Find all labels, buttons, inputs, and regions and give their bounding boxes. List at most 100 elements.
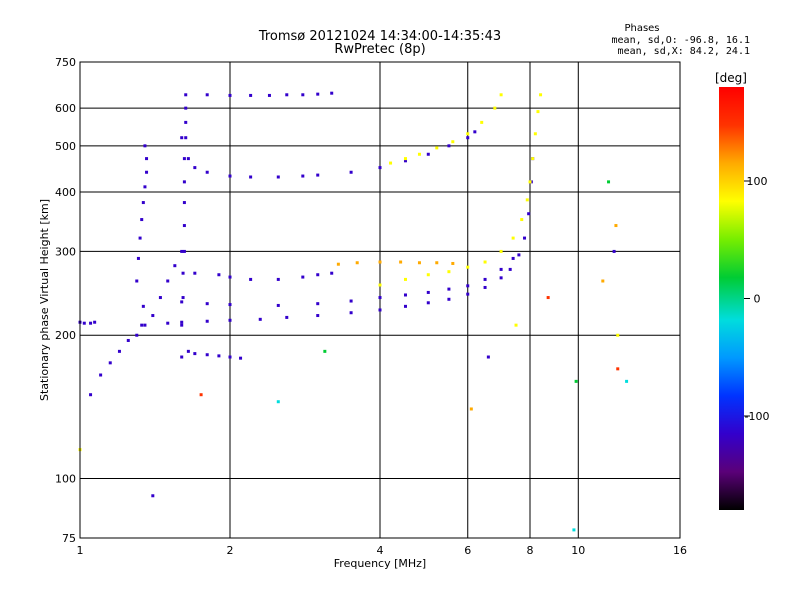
echo-point-scattered-echoes <box>323 349 327 353</box>
echo-point-f2-x-trace <box>531 157 535 161</box>
echo-point-f2-o-trace-upper <box>349 299 353 303</box>
echo-point-multihop-band-260-280-km <box>228 275 232 279</box>
echo-point-low-spread <box>217 354 221 358</box>
echo-point-second-hop <box>473 130 477 134</box>
y-tick-label: 400 <box>55 186 76 199</box>
echo-point-f2-o-trace-upper <box>447 287 451 291</box>
echo-point-spread-f-column-2 <box>180 323 184 327</box>
echo-point-spread-f-column-2 <box>184 120 188 124</box>
echo-point-scattered-echoes <box>514 323 518 327</box>
echo-point-f1-o-trace-low <box>166 279 170 283</box>
echo-point-second-hop-x <box>417 152 421 156</box>
colorbar-unit: [deg] <box>715 71 747 85</box>
echo-point-f2-o-trace <box>285 315 289 319</box>
echo-point-scattered-echoes <box>572 528 576 532</box>
echo-point-f2-x-trace <box>483 260 487 264</box>
echo-point-f2-o-trace <box>447 297 451 301</box>
echo-point-f2-o-trace <box>258 317 262 321</box>
echo-point-spread-f-column-1 <box>136 256 140 260</box>
echo-point-second-hop <box>403 159 407 163</box>
echo-point-multihop-band-260-280-km <box>217 273 221 277</box>
echo-point-spread-f-column-2 <box>184 106 188 110</box>
echo-point-f2-o-trace <box>180 320 184 324</box>
echo-point-f2-o-trace-upper <box>316 302 320 306</box>
echo-point-multihop-x-band <box>435 261 439 265</box>
colorbar <box>719 87 744 510</box>
echo-point-f2-x-trace <box>533 132 537 136</box>
echo-point-high-layer-640-km <box>330 91 334 95</box>
echo-point-e-layer <box>82 321 86 325</box>
echo-point-low-spread <box>205 353 209 357</box>
echo-point-spread-f-column-2 <box>181 271 185 275</box>
echo-point-f2-o-trace <box>228 318 232 322</box>
echo-point-scattered-echoes <box>601 279 605 283</box>
echo-point-multihop-x-band <box>399 260 403 264</box>
y-tick-label: 750 <box>55 56 76 69</box>
echo-point-spread-f-column-1 <box>145 170 149 174</box>
echo-point-spread-f-column-2 <box>182 224 186 228</box>
echo-point-second-hop <box>228 174 232 178</box>
echo-point-second-hop <box>249 175 253 179</box>
echo-point-f1-o-trace-low <box>99 373 103 377</box>
x-tick-label: 4 <box>377 544 384 557</box>
echo-point-spread-f-column-1 <box>140 323 144 327</box>
echo-point-e-layer <box>89 321 93 325</box>
echo-point-scattered-echoes <box>574 379 578 383</box>
echo-point-low-spread <box>186 349 190 353</box>
echo-point-f2-o-trace <box>523 236 527 240</box>
echo-point-f2-o-trace-upper <box>378 296 382 300</box>
echo-point-multihop-x-band <box>355 261 359 265</box>
echo-point-second-hop <box>426 152 430 156</box>
echo-point-f2-x-trace <box>528 180 532 184</box>
echo-point-f2-o-trace <box>166 321 170 325</box>
data-points <box>78 91 629 532</box>
stats-line-x: mean, sd,X: 84.2, 24.1 <box>618 46 750 57</box>
colorbar-ticks: 100 0 -100 <box>744 175 769 423</box>
echo-point-second-hop-x <box>499 93 503 97</box>
x-tick-label: 16 <box>673 544 687 557</box>
chart-subtitle: RwPretec (8p) <box>334 42 425 57</box>
y-tick-label: 600 <box>55 102 76 115</box>
y-axis-label: Stationary phase Virtual Height [km] <box>38 199 51 401</box>
plot-frame <box>79 61 681 539</box>
y-tick-label: 300 <box>55 245 76 258</box>
y-tick-label: 75 <box>62 532 76 545</box>
echo-point-high-layer-640-km <box>316 92 320 96</box>
echo-point-f2-o-trace <box>349 311 353 315</box>
stats-title: Phases <box>624 23 659 34</box>
echo-point-second-hop-x <box>403 157 407 161</box>
echo-point-scattered-echoes <box>612 249 616 253</box>
echo-point-f2-x-trace <box>447 270 451 274</box>
echo-point-multihop-x-band <box>417 261 421 265</box>
y-tick-label: 500 <box>55 140 76 153</box>
echo-point-high-layer-640-km <box>249 93 253 97</box>
echo-point-scattered-echoes <box>616 333 620 337</box>
echo-point-f2-o-trace-upper <box>499 267 503 271</box>
echo-point-spread-f-column-1 <box>143 185 147 189</box>
echo-point-spread-f-column-2 <box>182 157 186 161</box>
echo-point-spread-f-column-2 <box>182 249 186 253</box>
echo-point-f2-x-trace <box>511 236 515 240</box>
echo-point-second-hop <box>205 170 209 174</box>
echo-point-scattered-echoes <box>607 180 611 184</box>
echo-point-spread-f-column-2 <box>182 201 186 205</box>
echo-point-spread-f-column-1 <box>145 157 149 161</box>
echo-point-low-spread <box>239 356 243 360</box>
echo-point-multihop-band-260-280-km <box>301 275 305 279</box>
echo-point-f2-x-trace <box>426 273 430 277</box>
x-tick-label: 10 <box>571 544 585 557</box>
echo-point-second-hop-x <box>389 161 393 165</box>
echo-point-f1-o-trace-low <box>180 249 184 253</box>
x-tick-label: 1 <box>77 544 84 557</box>
echo-point-scattered-echoes <box>469 407 473 411</box>
echo-point-spread-f-column-2 <box>180 355 184 359</box>
echo-point-spread-f-column-1 <box>143 144 147 148</box>
echo-point-multihop-x-band <box>336 262 340 266</box>
echo-point-high-layer-640-km <box>301 93 305 97</box>
echo-point-second-hop-x <box>493 106 497 110</box>
colorbar-tick-label: -100 <box>745 410 770 423</box>
echo-point-f2-x-trace <box>539 93 543 97</box>
echo-point-spread-f-column-1 <box>141 304 145 308</box>
echo-point-f1-o-trace-low <box>89 393 93 397</box>
echo-point-spread-f-column-1 <box>138 236 142 240</box>
